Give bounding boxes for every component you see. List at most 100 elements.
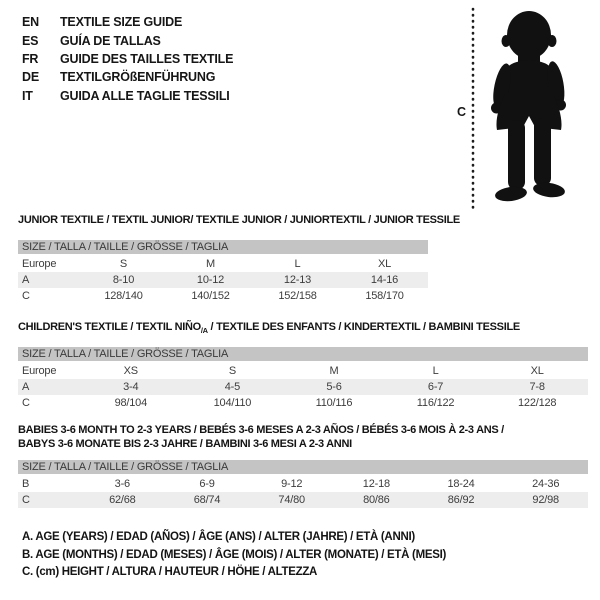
table-cell: 14-16 <box>370 274 399 286</box>
table-rows: B 3-6 6-9 9-12 12-18 18-24 24-36 C 62/68 68/74 74/… <box>18 476 588 509</box>
table-row: Europe XS S M L XL <box>18 363 588 379</box>
language-label: GUIDE DES TAILLES TEXTILE <box>60 51 234 66</box>
table-cell: 62/68 <box>109 494 136 507</box>
table-row: C 98/104 104/110 110/116 116/122 122/128 <box>18 395 588 411</box>
table-cell: 3-6 <box>114 478 131 491</box>
table-cell: 158/170 <box>365 290 404 302</box>
table-cell: 6-9 <box>199 478 215 491</box>
table-title-text: BABIES 3-6 MONTH TO 2-3 YEARS / BEBÉS 3-… <box>18 424 504 437</box>
table-cell: XL <box>530 365 544 378</box>
language-row: EN TEXTILE SIZE GUIDE <box>22 13 233 31</box>
table-cell: 3-4 <box>123 381 139 394</box>
table-cell: XS <box>123 365 138 378</box>
height-measure-label: C <box>457 105 467 119</box>
size-header-bar: SIZE / TALLA / TAILLE / GRÖSSE / TAGLIA <box>18 347 588 362</box>
row-label: C <box>22 494 30 507</box>
table-cell: 80/86 <box>363 494 390 507</box>
language-code: DE <box>22 70 39 85</box>
toddler-silhouette <box>491 11 566 202</box>
language-label: GUÍA DE TALLAS <box>60 33 161 48</box>
table-row: B 3-6 6-9 9-12 12-18 18-24 24-36 <box>18 476 588 492</box>
table-rows: Europe XS S M L XL A 3-4 4-5 5-6 6-7 7-8 C 98/104 104/… <box>18 363 588 411</box>
table-cell: 18-24 <box>447 478 475 491</box>
table-cell: 152/158 <box>278 290 317 302</box>
table-title-text: JUNIOR TEXTILE / TEXTIL JUNIOR/ TEXTILE … <box>18 214 460 226</box>
row-label: C <box>22 397 30 410</box>
row-label: Europe <box>22 365 57 378</box>
table-cell: XL <box>377 258 392 270</box>
table-row: A 8-10 10-12 12-13 14-16 <box>18 272 428 288</box>
measure-legend: A. AGE (YEARS) / EDAD (AÑOS) / ÂGE (ANS)… <box>22 529 446 582</box>
language-label: TEXTILE SIZE GUIDE <box>60 15 183 30</box>
language-row: FR GUIDE DES TAILLES TEXTILE <box>22 50 233 68</box>
table-cell: 10-12 <box>196 274 225 286</box>
table-cell: 86/92 <box>447 494 475 507</box>
language-code: EN <box>22 15 39 30</box>
table-cell: L <box>432 365 439 378</box>
table-cell: 12-18 <box>362 478 390 491</box>
legend-line-c: C. (cm) HEIGHT / ALTURA / HAUTEUR / HÖHE… <box>22 566 318 578</box>
row-label: C <box>22 290 30 302</box>
row-label: A <box>22 274 30 286</box>
language-row: DE TEXTILGRÖßENFÜHRUNG <box>22 68 233 86</box>
table-cell: S <box>228 365 236 378</box>
row-label: A <box>22 381 30 394</box>
table-title: JUNIOR TEXTILE / TEXTIL JUNIOR/ TEXTILE … <box>18 213 588 227</box>
table-title-line: CHILDREN'S TEXTILE / TEXTIL NIÑO/A / TEX… <box>18 320 588 338</box>
table-title: CHILDREN'S TEXTILE / TEXTIL NIÑO/A / TEX… <box>18 320 588 338</box>
table-cell: 8-10 <box>112 274 135 286</box>
table-cell: 68/74 <box>193 494 221 507</box>
table-row: Europe S M L XL <box>18 256 428 272</box>
table-title-line: JUNIOR TEXTILE / TEXTIL JUNIOR/ TEXTILE … <box>18 213 588 227</box>
table-title-text: /A <box>200 326 208 336</box>
table-cell: 104/110 <box>213 397 252 410</box>
toddler-silhouette-graphic <box>471 7 566 211</box>
table-title-text: / TEXTILE DES ENFANTS / KINDERTEXTIL / B… <box>207 321 521 333</box>
language-label: TEXTILGRÖßENFÜHRUNG <box>60 70 216 85</box>
table-cell: 5-6 <box>326 381 342 394</box>
table-cell: 74/80 <box>278 494 305 507</box>
table-title-line: BABIES 3-6 MONTH TO 2-3 YEARS / BEBÉS 3-… <box>18 423 588 437</box>
size-header-bar: SIZE / TALLA / TAILLE / GRÖSSE / TAGLIA <box>18 460 588 475</box>
size-table-junior: JUNIOR TEXTILE / TEXTIL JUNIOR/ TEXTILE … <box>18 213 588 304</box>
legend-line-b: B. AGE (MONTHS) / EDAD (MESES) / ÂGE (MO… <box>22 548 447 561</box>
table-row: A 3-4 4-5 5-6 6-7 7-8 <box>18 379 588 396</box>
table-cell: 92/98 <box>532 494 559 507</box>
table-cell: M <box>206 258 215 270</box>
legend-line-a: A. AGE (YEARS) / EDAD (AÑOS) / ÂGE (ANS)… <box>22 531 415 543</box>
table-cell: 98/104 <box>114 397 148 410</box>
language-row: IT GUIDA ALLE TAGLIE TESSILI <box>22 87 233 105</box>
language-label: GUIDA ALLE TAGLIE TESSILI <box>60 88 230 103</box>
table-cell: 12-13 <box>283 274 312 286</box>
table-title-line: BABYS 3-6 MONATE BIS 2-3 JAHRE / BAMBINI… <box>18 437 588 451</box>
table-cell: 128/140 <box>104 290 143 302</box>
size-table-children: CHILDREN'S TEXTILE / TEXTIL NIÑO/A / TEX… <box>18 320 588 411</box>
size-header-bar: SIZE / TALLA / TAILLE / GRÖSSE / TAGLIA <box>18 240 428 254</box>
language-code: FR <box>22 51 39 66</box>
row-label: B <box>22 478 30 491</box>
table-cell: 140/152 <box>191 290 230 302</box>
table-cell: L <box>294 258 301 270</box>
table-cell: 24-36 <box>532 478 560 491</box>
table-cell: 7-8 <box>529 381 546 394</box>
table-row: C 62/68 68/74 74/80 80/86 86/92 92/98 <box>18 492 588 509</box>
table-rows: Europe S M L XL A 8-10 10-12 12-13 14-16 C 128/140 1… <box>18 256 428 304</box>
language-code: IT <box>22 88 33 103</box>
table-title-text: BABYS 3-6 MONATE BIS 2-3 JAHRE / BAMBINI… <box>18 438 352 451</box>
table-cell: 116/122 <box>416 397 455 410</box>
table-cell: 6-7 <box>427 381 444 394</box>
table-cell: 110/116 <box>315 397 353 410</box>
table-cell: M <box>329 365 339 378</box>
height-figure: C <box>447 4 587 212</box>
table-title: BABIES 3-6 MONTH TO 2-3 YEARS / BEBÉS 3-… <box>18 423 588 451</box>
table-cell: 122/128 <box>517 397 557 410</box>
table-title-text: CHILDREN'S TEXTILE / TEXTIL NIÑO <box>18 321 201 333</box>
language-row: ES GUÍA DE TALLAS <box>22 31 233 49</box>
size-tables: JUNIOR TEXTILE / TEXTIL JUNIOR/ TEXTILE … <box>18 213 588 520</box>
size-table-babies: BABIES 3-6 MONTH TO 2-3 YEARS / BEBÉS 3-… <box>18 423 588 509</box>
table-cell: S <box>119 258 128 270</box>
language-code: ES <box>22 33 39 48</box>
language-list: EN TEXTILE SIZE GUIDE ES GUÍA DE TALLAS … <box>22 13 233 105</box>
table-cell: 9-12 <box>281 478 303 491</box>
